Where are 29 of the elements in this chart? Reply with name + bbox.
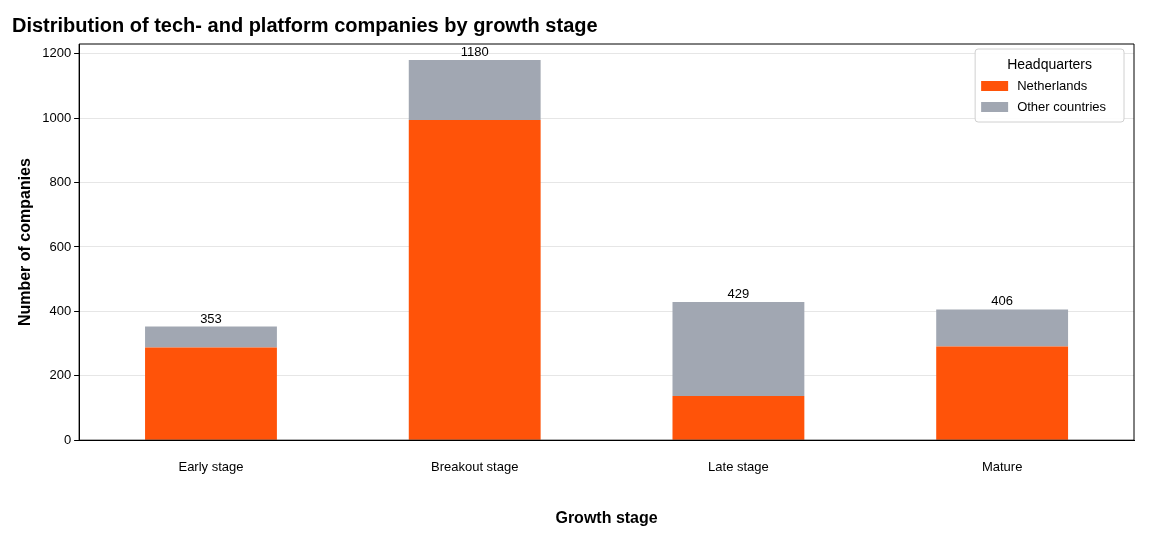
- x-tick-label: Late stage: [708, 458, 769, 474]
- bar: [936, 346, 1069, 440]
- bar: [408, 120, 541, 440]
- total-label: 353: [200, 310, 222, 326]
- total-label: 429: [727, 286, 750, 302]
- legend-title: Headquarters: [1007, 55, 1092, 72]
- legend-label: Netherlands: [1017, 77, 1088, 93]
- y-tick-label: 1000: [42, 109, 72, 125]
- bar: [672, 302, 805, 397]
- y-tick-label: 600: [49, 238, 72, 254]
- x-tick-label: Breakout stage: [430, 458, 519, 474]
- y-axis-title: Number of companies: [16, 157, 34, 327]
- y-tick-label: 0: [63, 431, 72, 447]
- bar: [145, 347, 277, 440]
- y-tick-label: 400: [49, 302, 72, 318]
- bar: [408, 60, 541, 121]
- legend-label: Other countries: [1017, 98, 1107, 114]
- x-axis-title: Growth stage: [555, 508, 658, 526]
- bar: [145, 326, 277, 348]
- x-tick-label: Early stage: [178, 458, 244, 474]
- bar: [672, 396, 805, 440]
- y-tick-label: 800: [49, 174, 72, 190]
- x-tick-label: Mature: [981, 458, 1023, 474]
- bar: [936, 309, 1069, 347]
- total-label: 1180: [460, 44, 489, 60]
- chart-title: Distribution of tech- and platform companies by growth stage: [12, 13, 598, 36]
- y-tick-label: 1200: [42, 45, 72, 61]
- total-label: 406: [991, 293, 1013, 309]
- y-tick-label: 200: [49, 367, 72, 383]
